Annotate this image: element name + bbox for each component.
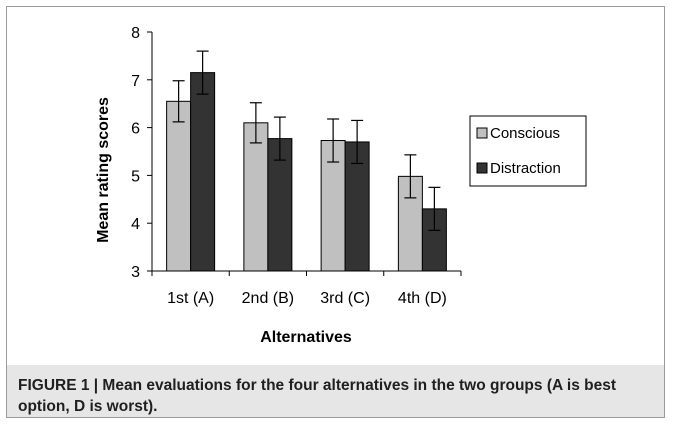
- legend: Conscious Distraction: [469, 115, 587, 187]
- y-tick-label: 6: [131, 121, 140, 138]
- legend-swatch-conscious: [476, 127, 488, 139]
- bar-distraction-4: [421, 208, 447, 272]
- x-axis-label: Alternatives: [260, 329, 352, 346]
- bar-distraction-1: [190, 72, 216, 272]
- error-bars: [172, 50, 441, 231]
- y-axis-label: Mean rating scores: [95, 97, 112, 243]
- y-tick-label: 5: [131, 168, 140, 185]
- legend-box: [469, 115, 587, 187]
- x-tick-label: 3rd (C): [320, 290, 370, 307]
- bar-conscious-1: [166, 100, 192, 272]
- x-axis: 1st (A) 2nd (B) 3rd (C) 4th (D): [151, 270, 462, 307]
- x-tick-label: 1st (A): [167, 290, 214, 307]
- y-axis: 3 4 5 6 7 8: [131, 25, 153, 281]
- y-tick-label: 4: [131, 216, 140, 233]
- x-tick-label: 4th (D): [398, 290, 447, 307]
- y-tick-label: 7: [131, 73, 140, 90]
- bar-conscious-3: [320, 140, 346, 272]
- x-tick-label: 2nd (B): [242, 290, 294, 307]
- legend-label-distraction: Distraction: [490, 160, 561, 177]
- y-tick-label: 3: [131, 264, 140, 281]
- legend-label-conscious: Conscious: [490, 125, 560, 142]
- caption-box: FIGURE 1 | Mean evaluations for the four…: [7, 365, 664, 417]
- bar-conscious-2: [243, 122, 269, 272]
- bars: [166, 72, 447, 272]
- y-tick-label: 8: [131, 25, 140, 42]
- legend-swatch-distraction: [476, 162, 488, 174]
- figure-caption: FIGURE 1 | Mean evaluations for the four…: [18, 377, 617, 415]
